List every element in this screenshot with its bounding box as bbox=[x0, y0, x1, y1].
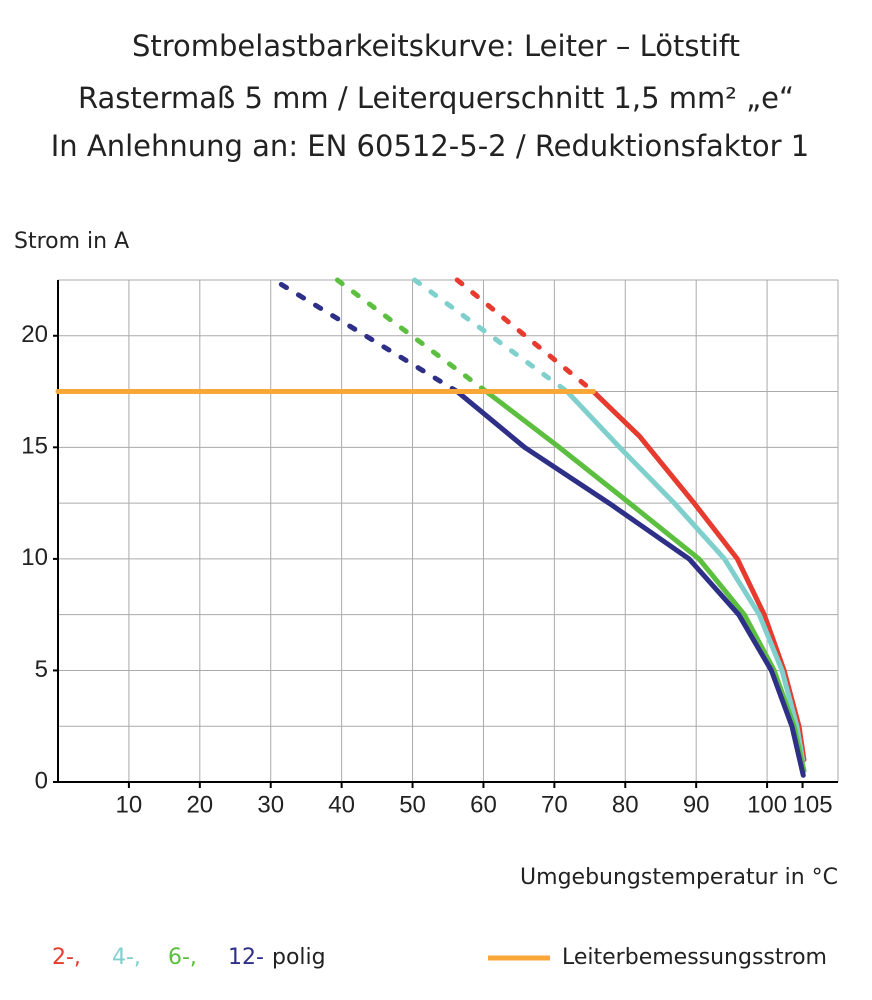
dashed-line bbox=[278, 281, 460, 395]
legend-label: 4-, bbox=[112, 945, 141, 970]
legend-label: 12- bbox=[228, 945, 264, 970]
y-tick-label: 15 bbox=[21, 433, 48, 460]
y-tick-label: 20 bbox=[21, 321, 48, 348]
x-tick-label: 60 bbox=[470, 791, 497, 818]
dashed-line bbox=[454, 277, 596, 395]
x-tick-label: 50 bbox=[399, 791, 426, 818]
x-tick-label: 105 bbox=[793, 791, 833, 818]
x-axis-label: Umgebungstemperatur in °C bbox=[520, 865, 838, 890]
x-tick-label: 40 bbox=[328, 791, 355, 818]
legend: 2-, 4-, 6-, 12- polig bbox=[52, 945, 326, 970]
legend-label: Leiterbemessungsstrom bbox=[562, 945, 827, 970]
x-tick-label: 80 bbox=[612, 791, 639, 818]
x-tick-label: 30 bbox=[257, 791, 284, 818]
x-tick-label: 90 bbox=[683, 791, 710, 818]
line bbox=[483, 389, 807, 774]
line bbox=[454, 389, 806, 778]
x-tick-label: 100 bbox=[747, 791, 787, 818]
y-tick-label: 0 bbox=[35, 767, 48, 794]
line bbox=[564, 389, 806, 763]
x-tick-label: 70 bbox=[541, 791, 568, 818]
y-axis-label: Strom in A bbox=[14, 229, 129, 254]
x-tick-label: 10 bbox=[116, 791, 143, 818]
legend-label: 6-, bbox=[168, 945, 197, 970]
legend-label: 2-, bbox=[52, 945, 81, 970]
chart-title: Strombelastbarkeitskurve: Leiter – Lötst… bbox=[132, 29, 740, 63]
legend-label: polig bbox=[272, 945, 326, 970]
x-tick-label: 20 bbox=[186, 791, 213, 818]
chart-title: In Anlehnung an: EN 60512-5-2 / Reduktio… bbox=[51, 129, 810, 163]
y-tick-label: 10 bbox=[21, 544, 48, 571]
chart-title: Rastermaß 5 mm / Leiterquerschnitt 1,5 m… bbox=[78, 81, 794, 115]
y-tick-label: 5 bbox=[35, 656, 48, 683]
